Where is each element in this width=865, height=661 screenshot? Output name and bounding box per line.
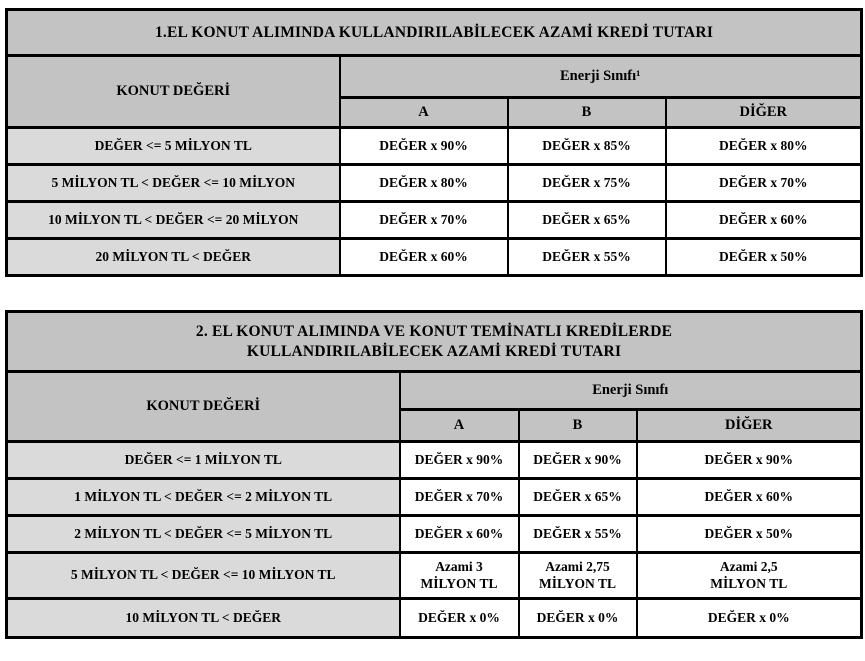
- table2-row5-value-b: DEĞER x 0%: [517, 597, 638, 639]
- table2-col-header-diger: DİĞER: [635, 408, 863, 443]
- table1-row4-label: 20 MİLYON TL < DEĞER: [5, 237, 341, 277]
- table1-row4-value-a: DEĞER x 60%: [338, 237, 509, 277]
- table1-col-header-a: A: [338, 96, 509, 129]
- table2-row3-value-diger: DEĞER x 50%: [635, 514, 863, 554]
- table1-row4-value-b: DEĞER x 55%: [506, 237, 667, 277]
- table-row: 10 MİLYON TL < DEĞER DEĞER x 0% DEĞER x …: [5, 597, 863, 639]
- table2-row1-value-a: DEĞER x 90%: [398, 440, 520, 480]
- table-row: 20 MİLYON TL < DEĞER DEĞER x 60% DEĞER x…: [5, 237, 863, 277]
- table1-row2-label: 5 MİLYON TL < DEĞER <= 10 MİLYON: [5, 163, 341, 203]
- table1-row1-value-b: DEĞER x 85%: [506, 126, 667, 166]
- table-row: 2 MİLYON TL < DEĞER <= 5 MİLYON TL DEĞER…: [5, 514, 863, 554]
- table-row: 5 MİLYON TL < DEĞER <= 10 MİLYON TL Azam…: [5, 551, 863, 600]
- table2-row4-value-a: Azami 3 MİLYON TL: [398, 551, 520, 600]
- table1-energy-class-header: Enerji Sınıfı¹: [338, 54, 863, 99]
- table2-row4-label: 5 MİLYON TL < DEĞER <= 10 MİLYON TL: [5, 551, 401, 600]
- table1-row3-value-diger: DEĞER x 60%: [664, 200, 863, 240]
- table1-title: 1.EL KONUT ALIMINDA KULLANDIRILABİLECEK …: [5, 8, 863, 57]
- table-row: 10 MİLYON TL < DEĞER <= 20 MİLYON DEĞER …: [5, 200, 863, 240]
- table-row: 1 MİLYON TL < DEĞER <= 2 MİLYON TL DEĞER…: [5, 477, 863, 517]
- table2-container: 2. EL KONUT ALIMINDA VE KONUT TEMİNATLI …: [5, 310, 864, 639]
- table-first-hand-housing: 1.EL KONUT ALIMINDA KULLANDIRILABİLECEK …: [5, 8, 864, 277]
- table-row: 5 MİLYON TL < DEĞER <= 10 MİLYON DEĞER x…: [5, 163, 863, 203]
- table2-row3-value-a: DEĞER x 60%: [398, 514, 520, 554]
- table2-row3-value-b: DEĞER x 55%: [517, 514, 638, 554]
- table2-row-header-konut-degeri: KONUT DEĞERİ: [5, 370, 401, 443]
- table1-row3-value-b: DEĞER x 65%: [506, 200, 667, 240]
- table2-row4-value-b: Azami 2,75 MİLYON TL: [517, 551, 638, 600]
- table2-row5-label: 10 MİLYON TL < DEĞER: [5, 597, 401, 639]
- table1-row2-value-b: DEĞER x 75%: [506, 163, 667, 203]
- table2-title: 2. EL KONUT ALIMINDA VE KONUT TEMİNATLI …: [5, 310, 863, 373]
- table2-row2-value-b: DEĞER x 65%: [517, 477, 638, 517]
- table1-row3-value-a: DEĞER x 70%: [338, 200, 509, 240]
- table2-row1-value-diger: DEĞER x 90%: [635, 440, 863, 480]
- table2-row3-label: 2 MİLYON TL < DEĞER <= 5 MİLYON TL: [5, 514, 401, 554]
- table1-row1-value-a: DEĞER x 90%: [338, 126, 509, 166]
- table2-row2-value-a: DEĞER x 70%: [398, 477, 520, 517]
- table2-row2-label: 1 MİLYON TL < DEĞER <= 2 MİLYON TL: [5, 477, 401, 517]
- table2-row1-label: DEĞER <= 1 MİLYON TL: [5, 440, 401, 480]
- table1-row-header-konut-degeri: KONUT DEĞERİ: [5, 54, 341, 129]
- table1-row4-value-diger: DEĞER x 50%: [664, 237, 863, 277]
- table1-row2-value-a: DEĞER x 80%: [338, 163, 509, 203]
- table2-row5-value-diger: DEĞER x 0%: [635, 597, 863, 639]
- table2-col-header-a: A: [398, 408, 520, 443]
- table1-col-header-b: B: [506, 96, 667, 129]
- table-second-hand-housing: 2. EL KONUT ALIMINDA VE KONUT TEMİNATLI …: [5, 310, 864, 639]
- table-row: DEĞER <= 5 MİLYON TL DEĞER x 90% DEĞER x…: [5, 126, 863, 166]
- table-row: DEĞER <= 1 MİLYON TL DEĞER x 90% DEĞER x…: [5, 440, 863, 480]
- table2-row2-value-diger: DEĞER x 60%: [635, 477, 863, 517]
- table2-col-header-b: B: [517, 408, 638, 443]
- table2-row5-value-a: DEĞER x 0%: [398, 597, 520, 639]
- table2-row1-value-b: DEĞER x 90%: [517, 440, 638, 480]
- table2-row4-value-diger: Azami 2,5 MİLYON TL: [635, 551, 863, 600]
- table1-row3-label: 10 MİLYON TL < DEĞER <= 20 MİLYON: [5, 200, 341, 240]
- table1-row2-value-diger: DEĞER x 70%: [664, 163, 863, 203]
- table1-col-header-diger: DİĞER: [664, 96, 863, 129]
- table2-energy-class-header: Enerji Sınıfı: [398, 370, 863, 411]
- table1-row1-label: DEĞER <= 5 MİLYON TL: [5, 126, 341, 166]
- table1-row1-value-diger: DEĞER x 80%: [664, 126, 863, 166]
